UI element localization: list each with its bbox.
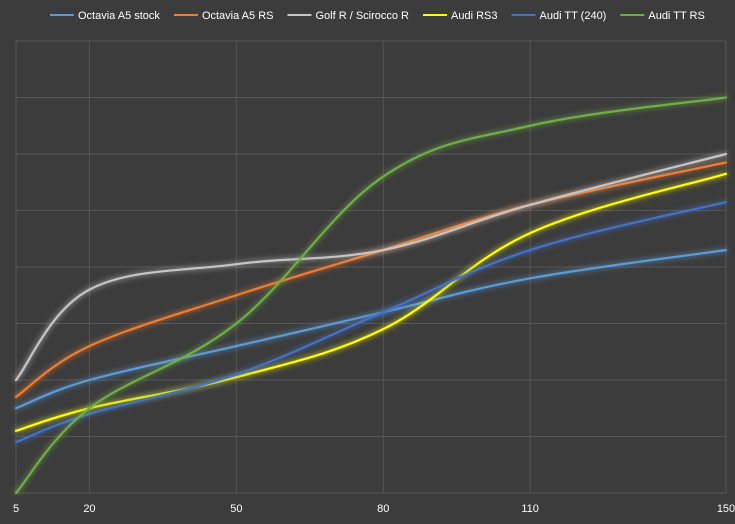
legend-item: Golf R / Scirocco R bbox=[287, 10, 409, 22]
legend: Octavia A5 stock Octavia A5 RS Golf R / Sc… bbox=[50, 10, 705, 22]
series-line-audi-tt-rs bbox=[14, 96, 728, 495]
gridlines bbox=[15, 40, 727, 494]
legend-item: Audi RS3 bbox=[423, 10, 498, 22]
x-tick-label: 110 bbox=[521, 503, 539, 515]
series-line-audi-tt-240 bbox=[14, 200, 728, 444]
legend-label: Octavia A5 RS bbox=[202, 10, 274, 22]
series-lines bbox=[14, 96, 728, 495]
legend-label: Golf R / Scirocco R bbox=[315, 10, 409, 22]
legend-item: Audi TT (240) bbox=[511, 10, 607, 22]
series-line-octavia-a5-rs bbox=[14, 161, 728, 399]
series-line-golf-r-scirocco-r bbox=[14, 152, 728, 382]
series-line-octavia-a5-stock bbox=[14, 248, 728, 410]
x-tick-label: 50 bbox=[230, 503, 242, 515]
legend-item: Octavia A5 stock bbox=[50, 10, 160, 22]
legend-label: Audi RS3 bbox=[451, 10, 497, 22]
x-tick-label: 5 bbox=[13, 503, 19, 515]
legend-label: Octavia A5 stock bbox=[78, 10, 160, 22]
legend-item: Audi TT RS bbox=[620, 10, 705, 22]
series-line-audi-rs3 bbox=[14, 172, 728, 432]
x-axis-tick-labels: 5 20 50 80 110 150 bbox=[13, 503, 735, 515]
x-tick-label: 80 bbox=[377, 503, 389, 515]
legend-label: Audi TT (240) bbox=[540, 10, 607, 22]
legend-item: Octavia A5 RS bbox=[173, 10, 274, 22]
x-tick-label: 150 bbox=[717, 503, 735, 515]
x-tick-label: 20 bbox=[83, 503, 95, 515]
legend-label: Audi TT RS bbox=[648, 10, 704, 22]
